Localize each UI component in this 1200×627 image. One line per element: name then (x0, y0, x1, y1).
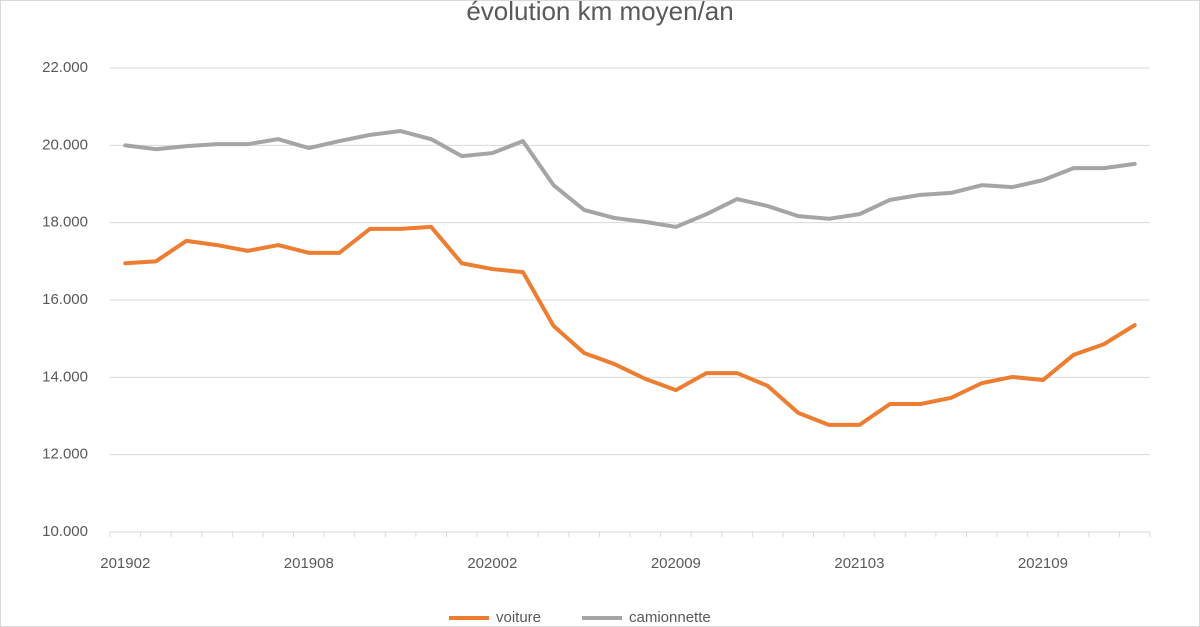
series-line (123, 224, 1137, 427)
y-tick-label: 10.000 (42, 523, 88, 540)
chart-title: évolution km moyen/an (466, 0, 733, 26)
y-tick-label: 18.000 (42, 214, 88, 231)
x-tick-label: 202103 (834, 555, 884, 572)
x-tick-label: 202009 (651, 555, 701, 572)
y-tick-label: 20.000 (42, 136, 88, 153)
x-tick-label: 201908 (284, 555, 334, 572)
y-tick-label: 12.000 (42, 446, 88, 463)
x-tick-label: 201902 (100, 555, 150, 572)
legend-label: voiture (496, 609, 541, 626)
x-tick-label: 202002 (467, 555, 517, 572)
series-line (123, 129, 1137, 229)
x-tick-label: 202109 (1018, 555, 1068, 572)
y-tick-label: 16.000 (42, 291, 88, 308)
legend-label: camionnette (629, 609, 711, 626)
y-tick-label: 14.000 (42, 368, 88, 385)
y-tick-label: 22.000 (42, 59, 88, 76)
